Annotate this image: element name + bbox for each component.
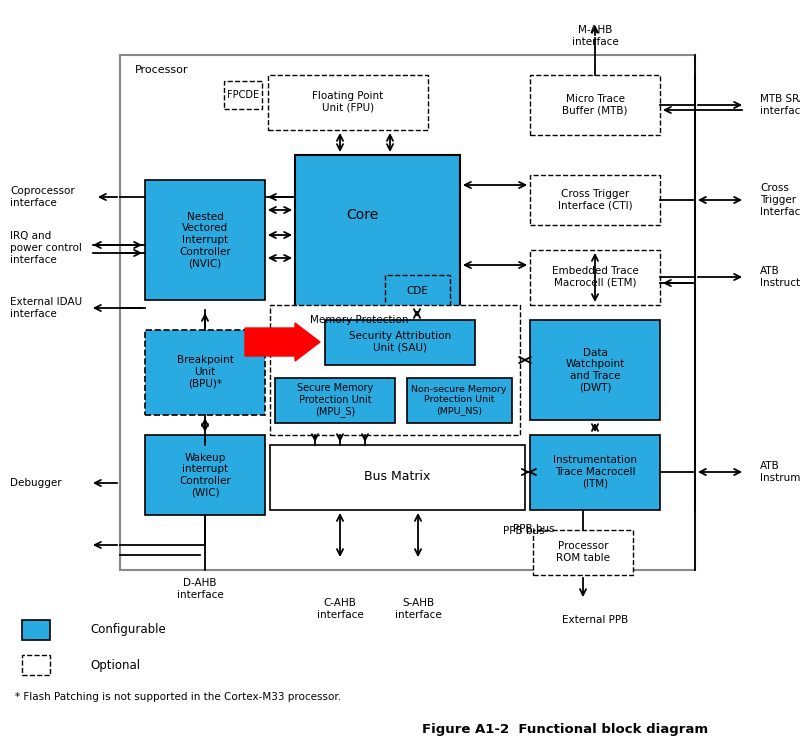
Text: Security Attribution
Unit (SAU): Security Attribution Unit (SAU) xyxy=(349,331,451,353)
Text: PPB bus: PPB bus xyxy=(513,524,554,534)
Bar xyxy=(533,530,633,575)
Text: C-AHB
interface: C-AHB interface xyxy=(317,598,363,619)
Text: Data
Watchpoint
and Trace
(DWT): Data Watchpoint and Trace (DWT) xyxy=(566,348,625,392)
Bar xyxy=(530,75,660,135)
Text: M-AHB
interface: M-AHB interface xyxy=(572,25,618,46)
Bar xyxy=(120,55,695,570)
Text: Optional: Optional xyxy=(90,658,140,672)
Text: Secure Memory
Protection Unit
(MPU_S): Secure Memory Protection Unit (MPU_S) xyxy=(297,383,373,417)
Text: D-AHB
interface: D-AHB interface xyxy=(177,578,223,600)
Bar xyxy=(530,320,660,420)
Bar xyxy=(530,435,660,510)
Bar xyxy=(145,330,265,415)
Text: Memory Protection: Memory Protection xyxy=(310,315,409,325)
Bar xyxy=(530,250,660,305)
Text: Nested
Vectored
Interrupt
Controller
(NVIC): Nested Vectored Interrupt Controller (NV… xyxy=(179,212,231,268)
Text: MTB SRAM
interface: MTB SRAM interface xyxy=(760,94,800,116)
Text: FPCDE: FPCDE xyxy=(227,90,259,100)
Bar xyxy=(22,620,50,640)
Text: S-AHB
interface: S-AHB interface xyxy=(394,598,442,619)
Text: ATB
Instruction: ATB Instruction xyxy=(760,266,800,288)
Text: External IDAU
interface: External IDAU interface xyxy=(10,297,82,319)
Bar xyxy=(145,435,265,515)
Text: Cross
Trigger
Interface: Cross Trigger Interface xyxy=(760,184,800,216)
Text: ATB
Instrumentation: ATB Instrumentation xyxy=(760,461,800,483)
Bar xyxy=(270,445,525,510)
Text: Micro Trace
Buffer (MTB): Micro Trace Buffer (MTB) xyxy=(562,94,628,116)
FancyArrow shape xyxy=(245,323,320,361)
Text: External PPB: External PPB xyxy=(562,615,628,625)
Text: Instrumentation
Trace Macrocell
(ITM): Instrumentation Trace Macrocell (ITM) xyxy=(553,455,637,488)
Text: PPB bus: PPB bus xyxy=(503,526,545,536)
Text: Figure A1-2  Functional block diagram: Figure A1-2 Functional block diagram xyxy=(422,724,708,736)
Bar xyxy=(270,305,520,435)
Bar xyxy=(268,75,428,130)
Text: Configurable: Configurable xyxy=(90,623,166,637)
Text: Non-secure Memory
Protection Unit
(MPU_NS): Non-secure Memory Protection Unit (MPU_N… xyxy=(411,385,506,415)
Bar xyxy=(22,655,50,675)
Text: Coprocessor
interface: Coprocessor interface xyxy=(10,187,74,207)
Bar xyxy=(325,320,475,365)
Text: Wakeup
interrupt
Controller
(WIC): Wakeup interrupt Controller (WIC) xyxy=(179,452,231,497)
Text: Debugger: Debugger xyxy=(10,478,62,488)
Text: Breakpoint
Unit
(BPU)*: Breakpoint Unit (BPU)* xyxy=(177,355,234,389)
Text: Floating Point
Unit (FPU): Floating Point Unit (FPU) xyxy=(312,91,384,113)
Text: Core: Core xyxy=(346,208,378,222)
Text: Processor: Processor xyxy=(135,65,189,75)
Text: Bus Matrix: Bus Matrix xyxy=(364,470,430,484)
Text: Cross Trigger
Interface (CTI): Cross Trigger Interface (CTI) xyxy=(558,189,632,210)
Bar xyxy=(224,81,262,109)
Bar xyxy=(385,275,450,307)
Bar xyxy=(407,378,512,423)
Bar xyxy=(145,180,265,300)
Text: Embedded Trace
Macrocell (ETM): Embedded Trace Macrocell (ETM) xyxy=(552,266,638,288)
Bar xyxy=(530,175,660,225)
Text: * Flash Patching is not supported in the Cortex-M33 processor.: * Flash Patching is not supported in the… xyxy=(15,692,341,702)
Text: Processor
ROM table: Processor ROM table xyxy=(556,542,610,562)
Bar xyxy=(295,155,460,310)
Text: IRQ and
power control
interface: IRQ and power control interface xyxy=(10,231,82,264)
Text: CDE: CDE xyxy=(406,286,428,296)
Bar xyxy=(275,378,395,423)
